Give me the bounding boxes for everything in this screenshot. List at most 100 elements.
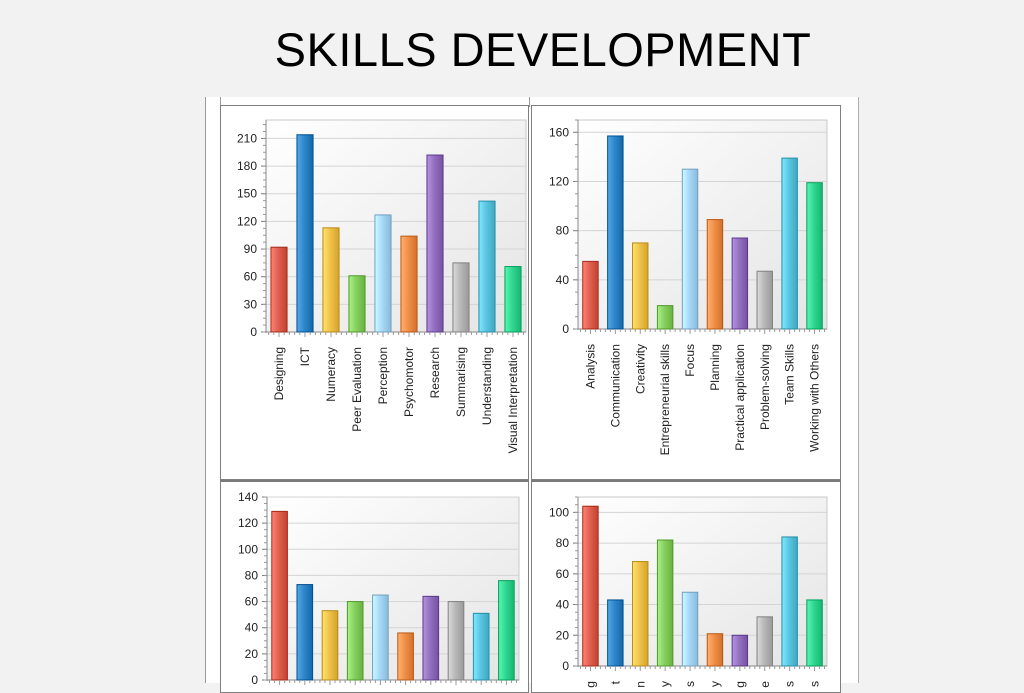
bar	[656, 305, 674, 330]
bar-chart-4: 0 20 40 60 80 100 g t n y s y g e s s	[549, 496, 828, 688]
y-tick-label: 60	[245, 595, 259, 609]
y-tick-label: 100	[549, 505, 569, 519]
x-tick-label: y	[708, 681, 722, 687]
x-tick-label: Numeracy	[324, 347, 338, 402]
bar	[781, 536, 798, 667]
bar	[756, 616, 773, 667]
y-tick-label: 0	[251, 673, 258, 687]
bar	[706, 219, 724, 330]
bar	[348, 275, 366, 333]
y-tick-label: 100	[238, 542, 258, 556]
y-tick-label: 40	[556, 598, 570, 612]
y-tick-label: 210	[237, 131, 257, 145]
x-tick-label: s	[808, 681, 822, 687]
bar	[781, 157, 798, 330]
bar	[607, 599, 624, 667]
x-tick-label: n	[633, 681, 647, 688]
x-tick-label: s	[783, 681, 797, 687]
y-tick-label: 80	[556, 224, 570, 238]
y-tick-label: 180	[237, 159, 257, 173]
page-title: SKILLS DEVELOPMENT	[274, 23, 812, 76]
x-tick-label: t	[608, 680, 622, 684]
bar	[806, 182, 823, 330]
x-tick-label: Team Skills	[783, 344, 797, 405]
y-tick-label: 80	[556, 536, 570, 550]
x-tick-label: Problem-solving	[758, 344, 772, 430]
y-tick-label: 0	[250, 325, 257, 339]
x-tick-label: Peer Evaluation	[350, 347, 364, 432]
bar	[447, 601, 465, 681]
x-tick-label: s	[683, 681, 697, 687]
bar	[706, 633, 724, 667]
bar	[271, 510, 288, 681]
y-tick-label: 160	[549, 125, 569, 139]
y-tick-label: 0	[562, 659, 569, 673]
x-tick-label: g	[733, 681, 747, 688]
bar	[452, 262, 470, 333]
x-tick-label: Research	[428, 347, 442, 398]
bar	[731, 634, 749, 667]
bar	[346, 601, 364, 681]
chart-panel-4: 0 20 40 60 80 100 g t n y s y g e s s	[531, 480, 841, 693]
x-tick-label: Psychomotor	[402, 347, 416, 417]
bar	[426, 154, 444, 333]
bar	[296, 584, 314, 681]
bar	[681, 591, 699, 667]
bar	[372, 594, 389, 681]
x-tick-label: Perception	[376, 347, 390, 404]
bar-chart-1: 0 30 60 90 120 150 180 210 Designing ICT Numeracy P…	[237, 119, 527, 454]
x-tick-label: Designing	[272, 347, 286, 400]
x-tick-label: Working with Others	[808, 344, 822, 452]
bar	[731, 237, 749, 330]
bar	[656, 539, 674, 667]
y-tick-label: 150	[237, 187, 257, 201]
bar	[632, 561, 649, 667]
bar	[374, 214, 392, 333]
bar	[322, 227, 340, 333]
y-tick-label: 140	[238, 490, 258, 504]
bar	[296, 134, 314, 333]
bar	[400, 235, 418, 333]
x-tick-label: Practical application	[733, 344, 747, 451]
bar	[632, 242, 649, 330]
y-tick-label: 120	[237, 214, 257, 228]
x-tick-label: Focus	[683, 344, 697, 377]
bar	[504, 266, 522, 333]
x-tick-label: Summarising	[454, 347, 468, 417]
chart-panel-3: 0 20 40 60 80 100 120 140	[220, 480, 529, 693]
chart-panel-1: 0 30 60 90 120 150 180 210 Designing ICT Numeracy P…	[220, 105, 529, 480]
y-tick-label: 60	[244, 270, 258, 284]
y-tick-label: 20	[556, 628, 570, 642]
bar	[582, 260, 599, 330]
x-tick-label: Understanding	[480, 347, 494, 425]
x-tick-label: ICT	[298, 346, 312, 366]
x-tick-label: Analysis	[583, 344, 597, 389]
y-tick-label: 0	[562, 322, 569, 336]
x-tick-label: Communication	[608, 344, 622, 427]
x-tick-label: Creativity	[633, 344, 647, 394]
x-tick-label: g	[583, 681, 597, 688]
y-tick-label: 120	[238, 516, 258, 530]
y-tick-label: 90	[244, 242, 258, 256]
bar	[397, 632, 414, 681]
x-tick-label: Visual Interpretation	[506, 347, 520, 454]
bar-chart-2: 0 40 80 120 160 Analysis Communication Creativi…	[549, 119, 828, 455]
bar	[806, 599, 823, 667]
bar	[270, 246, 288, 333]
x-tick-label: Entrepreneurial skills	[658, 344, 672, 455]
x-tick-label: e	[758, 681, 772, 688]
y-tick-label: 60	[556, 567, 570, 581]
bar	[422, 595, 440, 681]
y-tick-label: 40	[245, 621, 259, 635]
y-tick-label: 40	[556, 273, 570, 287]
bar	[472, 612, 490, 681]
x-tick-label: Planning	[708, 344, 722, 391]
bar	[498, 580, 515, 681]
y-tick-label: 80	[245, 568, 259, 582]
bar	[321, 610, 339, 681]
y-tick-label: 120	[549, 174, 569, 188]
bar	[607, 135, 624, 330]
y-tick-label: 20	[245, 647, 259, 661]
y-tick-label: 30	[244, 297, 258, 311]
x-tick-label: y	[658, 681, 672, 687]
